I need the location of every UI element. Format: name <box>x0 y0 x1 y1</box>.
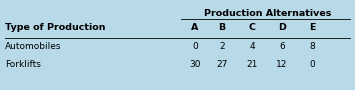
Text: 4: 4 <box>249 42 255 51</box>
Text: A: A <box>191 23 199 32</box>
Text: B: B <box>218 23 225 32</box>
Text: 12: 12 <box>276 60 288 69</box>
Text: Type of Production: Type of Production <box>5 23 105 32</box>
Text: 2: 2 <box>219 42 225 51</box>
Text: C: C <box>248 23 256 32</box>
Text: 8: 8 <box>309 42 315 51</box>
Text: 27: 27 <box>216 60 228 69</box>
Text: 21: 21 <box>246 60 258 69</box>
Text: 0: 0 <box>192 42 198 51</box>
Text: D: D <box>278 23 286 32</box>
Text: Automobiles: Automobiles <box>5 42 61 51</box>
Text: 6: 6 <box>279 42 285 51</box>
Text: Forklifts: Forklifts <box>5 60 41 69</box>
Text: 0: 0 <box>309 60 315 69</box>
Text: 30: 30 <box>189 60 201 69</box>
Text: E: E <box>309 23 315 32</box>
Text: Production Alternatives: Production Alternatives <box>204 9 331 18</box>
